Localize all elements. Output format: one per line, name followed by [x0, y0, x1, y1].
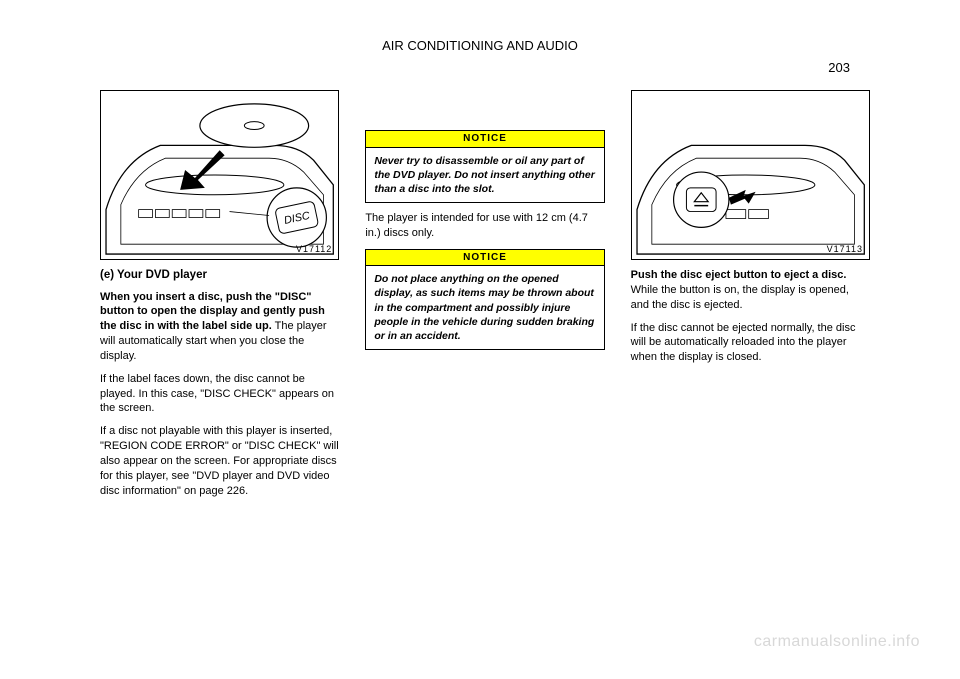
spacer: [365, 90, 604, 130]
illustration-id-2: V17113: [827, 243, 863, 255]
col3-p1-rest: While the button is on, the display is o…: [631, 284, 849, 311]
section-title-dvd-player: (e) Your DVD player: [100, 268, 339, 284]
notice-1-body: Never try to disassemble or oil any part…: [365, 148, 604, 204]
notice-box-2: NOTICE Do not place anything on the open…: [365, 249, 604, 350]
insert-disc-svg: DISC: [101, 91, 338, 259]
col3-paragraph-1: Push the disc eject button to eject a di…: [631, 268, 870, 313]
notice-2-heading: NOTICE: [365, 249, 604, 267]
notice-1-heading: NOTICE: [365, 130, 604, 148]
col1-paragraph-1: When you insert a disc, push the "DISC" …: [100, 290, 339, 364]
column-3: V17113 Push the disc eject button to eje…: [631, 90, 870, 619]
column-1: DISC V17112 (e) Your DVD player When you…: [100, 90, 339, 619]
illustration-id-1: V17112: [296, 243, 332, 255]
eject-disc-svg: [632, 91, 869, 259]
content-columns: DISC V17112 (e) Your DVD player When you…: [100, 90, 870, 619]
notice-box-1: NOTICE Never try to disassemble or oil a…: [365, 130, 604, 203]
col2-paragraph-1: The player is intended for use with 12 c…: [365, 211, 604, 241]
notice-2-body: Do not place anything on the opened disp…: [365, 266, 604, 350]
col3-paragraph-2: If the disc cannot be ejected normally, …: [631, 321, 870, 366]
col1-paragraph-3: If a disc not playable with this player …: [100, 424, 339, 498]
illustration-insert-disc: DISC V17112: [100, 90, 339, 260]
illustration-eject-disc: V17113: [631, 90, 870, 260]
col1-paragraph-2: If the label faces down, the disc cannot…: [100, 372, 339, 417]
col3-p1-bold: Push the disc eject button to eject a di…: [631, 269, 847, 281]
column-2: NOTICE Never try to disassemble or oil a…: [365, 90, 604, 619]
manual-page: AIR CONDITIONING AND AUDIO 203: [0, 0, 960, 679]
watermark-text: carmanualsonline.info: [754, 633, 920, 651]
page-number: 203: [828, 60, 850, 75]
header-title: AIR CONDITIONING AND AUDIO: [0, 38, 960, 53]
